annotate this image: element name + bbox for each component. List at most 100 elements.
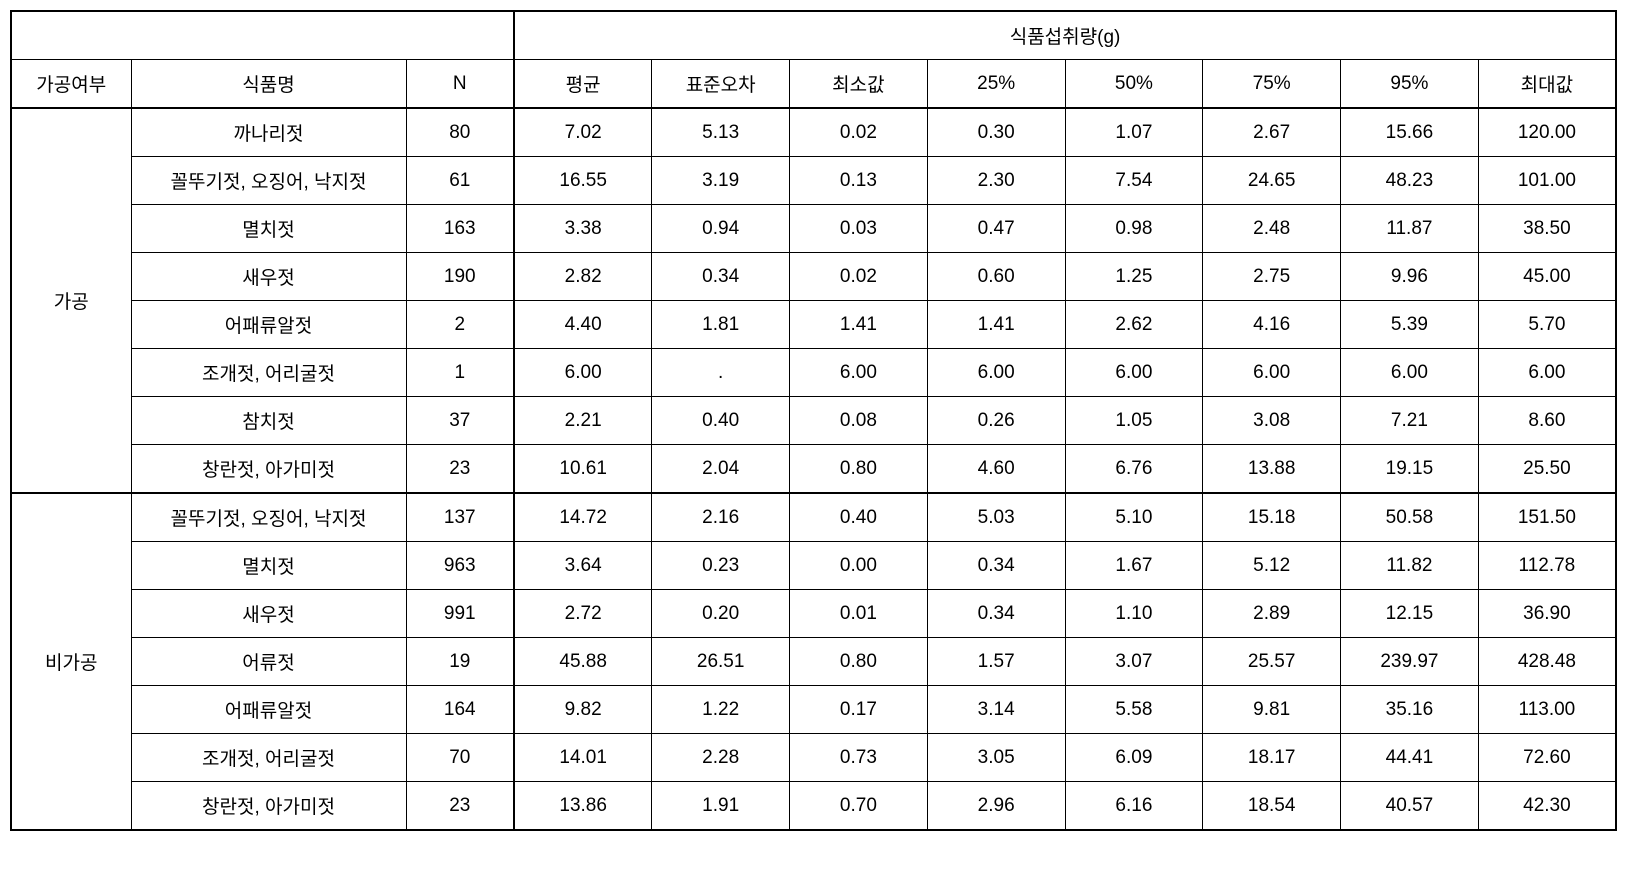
- food-cell: 창란젓, 아가미젓: [131, 782, 406, 831]
- table-row: 멸치젓1633.380.940.030.470.982.4811.8738.50: [11, 205, 1616, 253]
- p75-cell: 2.89: [1203, 590, 1341, 638]
- p75-cell: 4.16: [1203, 301, 1341, 349]
- header-food: 식품명: [131, 60, 406, 109]
- p50-cell: 6.09: [1065, 734, 1203, 782]
- p25-cell: 1.57: [927, 638, 1065, 686]
- stderr-cell: 5.13: [652, 108, 790, 157]
- p25-cell: 5.03: [927, 493, 1065, 542]
- p95-cell: 5.39: [1341, 301, 1479, 349]
- p75-cell: 5.12: [1203, 542, 1341, 590]
- n-cell: 164: [406, 686, 514, 734]
- food-cell: 조개젓, 어리굴젓: [131, 734, 406, 782]
- min-cell: 0.00: [790, 542, 928, 590]
- max-cell: 45.00: [1478, 253, 1616, 301]
- n-cell: 1: [406, 349, 514, 397]
- max-cell: 112.78: [1478, 542, 1616, 590]
- stderr-cell: .: [652, 349, 790, 397]
- header-empty-span: [11, 11, 514, 60]
- mean-cell: 45.88: [514, 638, 652, 686]
- p95-cell: 9.96: [1341, 253, 1479, 301]
- n-cell: 190: [406, 253, 514, 301]
- min-cell: 6.00: [790, 349, 928, 397]
- p95-cell: 44.41: [1341, 734, 1479, 782]
- max-cell: 113.00: [1478, 686, 1616, 734]
- table-row: 창란젓, 아가미젓2313.861.910.702.966.1618.5440.…: [11, 782, 1616, 831]
- food-cell: 새우젓: [131, 590, 406, 638]
- p50-cell: 2.62: [1065, 301, 1203, 349]
- p75-cell: 2.75: [1203, 253, 1341, 301]
- min-cell: 0.40: [790, 493, 928, 542]
- p95-cell: 15.66: [1341, 108, 1479, 157]
- n-cell: 37: [406, 397, 514, 445]
- mean-cell: 16.55: [514, 157, 652, 205]
- table-row: 비가공꼴뚜기젓, 오징어, 낙지젓13714.722.160.405.035.1…: [11, 493, 1616, 542]
- p25-cell: 0.30: [927, 108, 1065, 157]
- max-cell: 25.50: [1478, 445, 1616, 494]
- p95-cell: 239.97: [1341, 638, 1479, 686]
- food-cell: 창란젓, 아가미젓: [131, 445, 406, 494]
- food-cell: 새우젓: [131, 253, 406, 301]
- p50-cell: 1.67: [1065, 542, 1203, 590]
- n-cell: 991: [406, 590, 514, 638]
- header-mean: 평균: [514, 60, 652, 109]
- mean-cell: 14.01: [514, 734, 652, 782]
- p25-cell: 2.30: [927, 157, 1065, 205]
- p50-cell: 6.76: [1065, 445, 1203, 494]
- header-intake-group: 식품섭취량(g): [514, 11, 1616, 60]
- mean-cell: 4.40: [514, 301, 652, 349]
- p25-cell: 0.34: [927, 542, 1065, 590]
- p50-cell: 0.98: [1065, 205, 1203, 253]
- p95-cell: 35.16: [1341, 686, 1479, 734]
- header-p95: 95%: [1341, 60, 1479, 109]
- food-cell: 어패류알젓: [131, 686, 406, 734]
- min-cell: 0.17: [790, 686, 928, 734]
- min-cell: 0.13: [790, 157, 928, 205]
- table-row: 어패류알젓1649.821.220.173.145.589.8135.16113…: [11, 686, 1616, 734]
- p50-cell: 5.58: [1065, 686, 1203, 734]
- mean-cell: 10.61: [514, 445, 652, 494]
- n-cell: 23: [406, 445, 514, 494]
- table-row: 창란젓, 아가미젓2310.612.040.804.606.7613.8819.…: [11, 445, 1616, 494]
- min-cell: 0.08: [790, 397, 928, 445]
- stderr-cell: 0.94: [652, 205, 790, 253]
- table-row: 새우젓9912.720.200.010.341.102.8912.1536.90: [11, 590, 1616, 638]
- food-cell: 어패류알젓: [131, 301, 406, 349]
- table-row: 조개젓, 어리굴젓7014.012.280.733.056.0918.1744.…: [11, 734, 1616, 782]
- p25-cell: 0.47: [927, 205, 1065, 253]
- p75-cell: 18.17: [1203, 734, 1341, 782]
- p75-cell: 18.54: [1203, 782, 1341, 831]
- p25-cell: 4.60: [927, 445, 1065, 494]
- n-cell: 2: [406, 301, 514, 349]
- n-cell: 23: [406, 782, 514, 831]
- mean-cell: 2.72: [514, 590, 652, 638]
- header-stderr: 표준오차: [652, 60, 790, 109]
- food-cell: 까나리젓: [131, 108, 406, 157]
- stderr-cell: 3.19: [652, 157, 790, 205]
- p25-cell: 0.60: [927, 253, 1065, 301]
- food-cell: 꼴뚜기젓, 오징어, 낙지젓: [131, 493, 406, 542]
- max-cell: 38.50: [1478, 205, 1616, 253]
- p50-cell: 7.54: [1065, 157, 1203, 205]
- p95-cell: 12.15: [1341, 590, 1479, 638]
- p25-cell: 1.41: [927, 301, 1065, 349]
- n-cell: 963: [406, 542, 514, 590]
- min-cell: 0.70: [790, 782, 928, 831]
- p95-cell: 11.82: [1341, 542, 1479, 590]
- mean-cell: 7.02: [514, 108, 652, 157]
- food-cell: 어류젓: [131, 638, 406, 686]
- mean-cell: 13.86: [514, 782, 652, 831]
- table-row: 참치젓372.210.400.080.261.053.087.218.60: [11, 397, 1616, 445]
- min-cell: 0.03: [790, 205, 928, 253]
- min-cell: 0.02: [790, 108, 928, 157]
- p25-cell: 0.34: [927, 590, 1065, 638]
- stderr-cell: 0.20: [652, 590, 790, 638]
- max-cell: 6.00: [1478, 349, 1616, 397]
- n-cell: 61: [406, 157, 514, 205]
- food-cell: 참치젓: [131, 397, 406, 445]
- max-cell: 42.30: [1478, 782, 1616, 831]
- table-row: 어류젓1945.8826.510.801.573.0725.57239.9742…: [11, 638, 1616, 686]
- p50-cell: 1.10: [1065, 590, 1203, 638]
- mean-cell: 9.82: [514, 686, 652, 734]
- p95-cell: 7.21: [1341, 397, 1479, 445]
- p95-cell: 48.23: [1341, 157, 1479, 205]
